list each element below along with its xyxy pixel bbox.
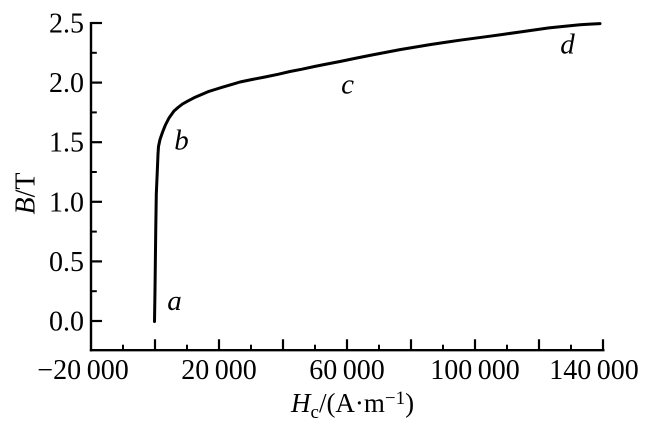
svg-text:60 000: 60 000 [309, 355, 385, 386]
svg-text:2.0: 2.0 [49, 68, 84, 99]
svg-text:2.5: 2.5 [49, 9, 84, 40]
svg-text:b: b [174, 125, 189, 157]
svg-text:d: d [560, 29, 575, 61]
svg-text:100 000: 100 000 [430, 355, 520, 386]
svg-text:140 000: 140 000 [549, 355, 639, 386]
svg-text:1.0: 1.0 [49, 187, 84, 218]
svg-text:−20 000: −20 000 [37, 355, 128, 386]
svg-text:c: c [341, 69, 354, 101]
svg-text:B/T: B/T [11, 173, 42, 215]
svg-text:a: a [167, 285, 182, 317]
svg-text:20 000: 20 000 [181, 355, 257, 386]
svg-text:Hc/(A·m−1): Hc/(A·m−1) [290, 388, 414, 423]
svg-text:0.5: 0.5 [49, 247, 84, 278]
svg-text:0.0: 0.0 [49, 307, 84, 338]
svg-text:1.5: 1.5 [49, 128, 84, 159]
